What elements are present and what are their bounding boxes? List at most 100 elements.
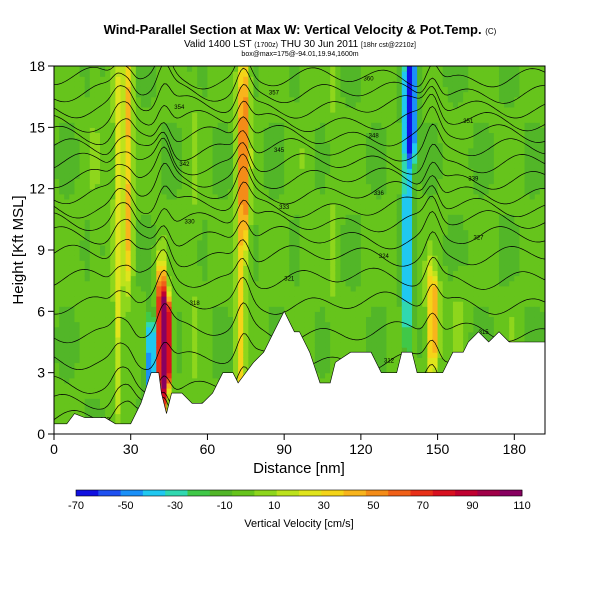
field-cell xyxy=(289,122,295,128)
field-cell xyxy=(227,244,234,251)
field-cell xyxy=(386,183,393,190)
field-cell xyxy=(233,142,239,149)
field-cell xyxy=(110,214,116,220)
field-cell xyxy=(263,183,270,190)
field-cell xyxy=(391,76,398,82)
field-cell xyxy=(202,336,209,343)
field-cell xyxy=(309,142,316,149)
field-cell xyxy=(89,188,96,195)
field-cell xyxy=(263,306,270,312)
field-cell xyxy=(197,71,203,77)
field-cell xyxy=(335,342,342,348)
field-cell xyxy=(115,106,122,113)
field-cell xyxy=(330,188,336,195)
field-cell xyxy=(94,229,101,236)
field-cell xyxy=(192,71,198,77)
field-cell xyxy=(161,127,168,134)
field-cell xyxy=(325,204,331,210)
field-cell xyxy=(376,168,382,174)
field-cell xyxy=(192,352,198,358)
field-cell xyxy=(130,132,137,139)
field-cell xyxy=(284,229,290,236)
field-cell xyxy=(340,219,347,226)
field-cell xyxy=(376,152,382,159)
field-cell xyxy=(192,112,198,118)
field-cell xyxy=(273,260,280,266)
field-cell xyxy=(151,91,157,98)
field-cell xyxy=(140,255,147,261)
field-cell xyxy=(381,193,388,200)
field-cell xyxy=(186,137,193,144)
field-cell xyxy=(284,198,290,205)
field-cell xyxy=(391,234,398,241)
field-cell xyxy=(79,285,86,292)
field-cell xyxy=(376,285,382,292)
field-cell xyxy=(371,224,377,231)
field-cell xyxy=(319,336,326,343)
field-cell xyxy=(146,117,152,123)
field-cell xyxy=(135,265,142,272)
field-cell xyxy=(69,147,76,154)
field-cell xyxy=(391,132,398,139)
field-cell xyxy=(335,296,342,302)
field-cell xyxy=(365,244,372,251)
field-cell xyxy=(299,178,306,185)
field-cell xyxy=(161,66,168,72)
field-cell xyxy=(151,122,157,128)
field-cell xyxy=(100,112,106,118)
field-cell xyxy=(151,158,157,164)
field-cell xyxy=(166,306,173,312)
field-cell xyxy=(192,219,198,226)
field-cell xyxy=(279,158,285,164)
field-cell xyxy=(125,382,132,389)
field-cell xyxy=(309,331,316,338)
field-cell xyxy=(207,188,214,195)
field-cell xyxy=(74,76,81,82)
field-cell xyxy=(186,122,193,128)
field-cell xyxy=(371,183,377,190)
field-cell xyxy=(94,331,101,338)
field-cell xyxy=(79,81,86,88)
field-cell xyxy=(381,270,388,277)
field-cell xyxy=(207,219,214,226)
field-cell xyxy=(314,234,321,241)
field-cell xyxy=(309,296,316,302)
field-cell xyxy=(258,321,265,328)
field-cell xyxy=(325,147,331,154)
field-cell xyxy=(314,106,321,113)
field-cell xyxy=(233,137,239,144)
field-cell xyxy=(294,66,301,72)
field-cell xyxy=(238,188,244,195)
field-cell xyxy=(115,285,122,292)
field-cell xyxy=(59,193,65,200)
field-cell xyxy=(125,168,132,174)
field-cell xyxy=(345,198,352,205)
field-cell xyxy=(284,301,290,307)
field-cell xyxy=(340,132,347,139)
field-cell xyxy=(166,152,173,159)
field-cell xyxy=(54,408,60,415)
field-cell xyxy=(161,336,168,343)
field-cell xyxy=(84,352,91,358)
field-cell xyxy=(253,183,260,190)
field-cell xyxy=(135,71,142,77)
field-cell xyxy=(100,219,106,226)
field-cell xyxy=(396,224,403,231)
field-cell xyxy=(345,147,352,154)
field-cell xyxy=(120,357,127,364)
field-cell xyxy=(309,152,316,159)
field-cell xyxy=(258,234,265,241)
field-cell xyxy=(105,117,111,123)
field-cell xyxy=(125,275,132,282)
field-cell xyxy=(371,311,377,318)
field-cell xyxy=(268,260,275,266)
field-cell xyxy=(396,183,403,190)
field-cell xyxy=(309,168,316,174)
field-cell xyxy=(94,306,101,312)
field-cell xyxy=(233,367,239,374)
field-cell xyxy=(94,285,101,292)
field-cell xyxy=(202,152,209,159)
field-cell xyxy=(94,188,101,195)
field-cell xyxy=(360,342,367,348)
field-cell xyxy=(140,367,147,374)
